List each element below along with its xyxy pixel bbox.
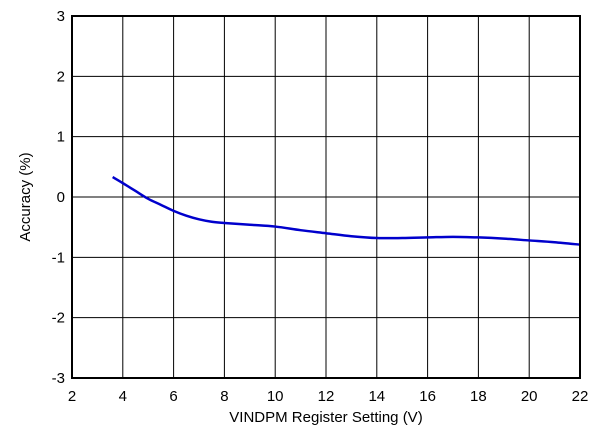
x-tick-label: 6 [169,388,177,405]
y-tick-label: -3 [52,370,65,387]
y-tick-label: 2 [57,68,65,85]
y-tick-label: -1 [52,249,65,266]
x-tick-label: 22 [572,388,589,405]
plot-frame [71,15,581,379]
x-tick-label: 20 [521,388,538,405]
x-tick-label: 14 [368,388,385,405]
x-tick-label: 4 [119,388,127,405]
x-tick-label: 16 [419,388,436,405]
y-tick-label: -2 [52,310,65,327]
y-tick-label: 3 [57,8,65,25]
x-tick-label: 18 [470,388,487,405]
series-layer [112,176,581,246]
x-tick-label: 2 [68,388,76,405]
x-tick-label: 8 [220,388,228,405]
series-line-1 [112,176,581,246]
x-axis-title: VINDPM Register Setting (V) [229,409,422,426]
grid [71,15,581,379]
y-tick-label: 1 [57,129,65,146]
y-tick-label: 0 [57,189,65,206]
x-tick-label: 10 [267,388,284,405]
y-axis-title: Accuracy (%) [17,152,34,241]
x-tick-labels: 2 4 6 8 10 12 14 16 18 20 22 [68,388,589,405]
y-tick-labels: -3 -2 -1 0 1 2 3 [52,8,65,387]
x-tick-label: 12 [318,388,335,405]
